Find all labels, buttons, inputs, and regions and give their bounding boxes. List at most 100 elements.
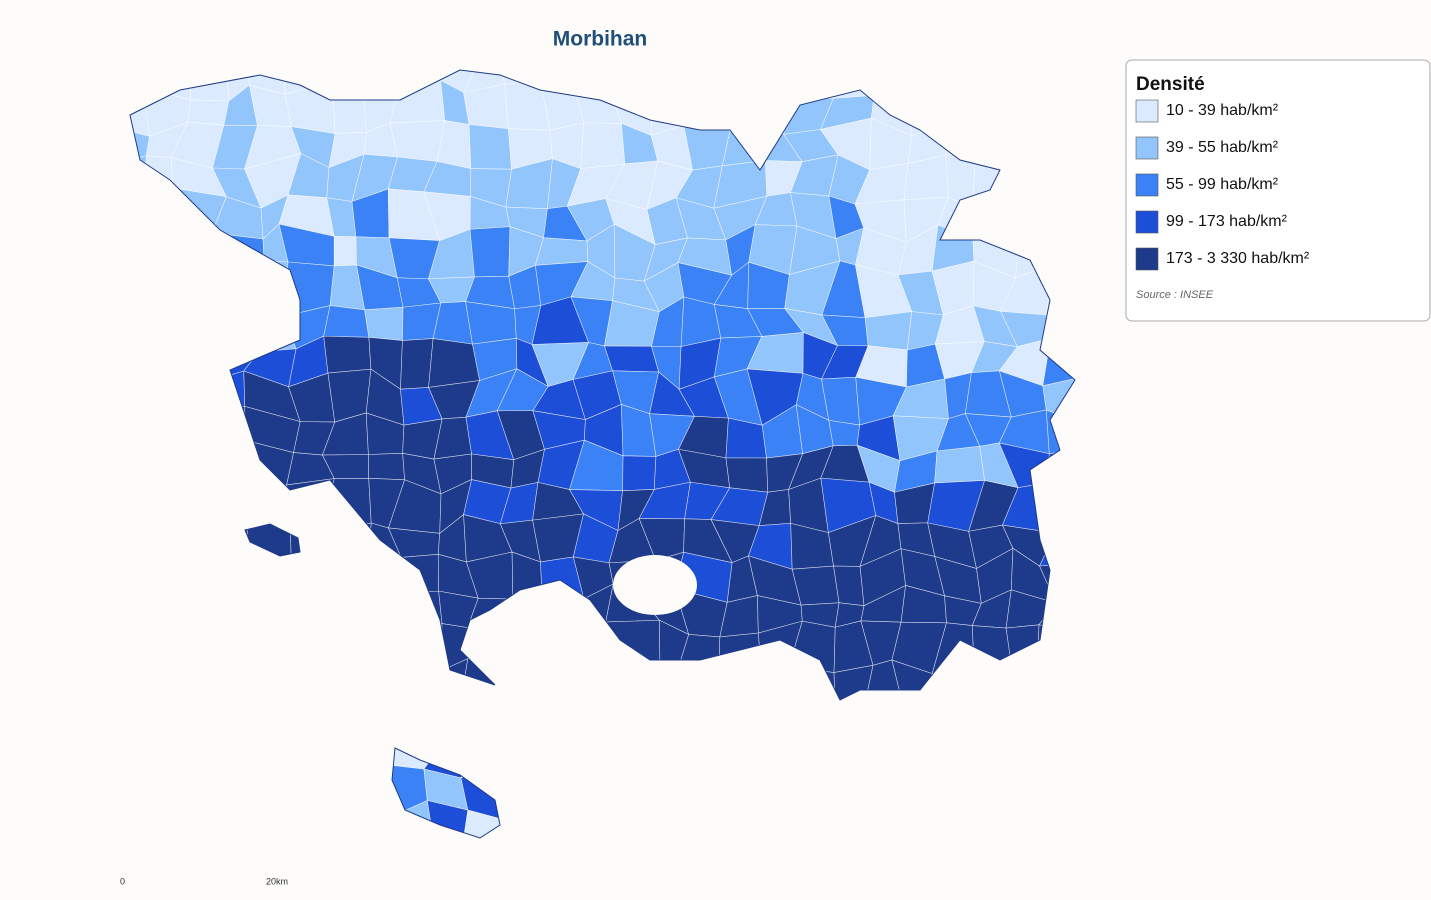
- commune: [972, 151, 1020, 209]
- legend-swatch: [1135, 136, 1159, 160]
- commune: [713, 90, 766, 133]
- legend-items: 10 - 39 hab/km² 39 - 55 hab/km² 55 - 99 ha…: [1135, 99, 1310, 271]
- commune: [130, 193, 145, 239]
- communes: [108, 70, 1125, 892]
- commune: [142, 187, 185, 234]
- commune: [1070, 804, 1075, 838]
- commune: [210, 370, 246, 412]
- commune: [725, 457, 769, 493]
- commune: [508, 702, 554, 744]
- commune: [1071, 262, 1075, 319]
- legend-swatch: [1135, 210, 1159, 234]
- commune: [286, 812, 334, 838]
- commune: [1018, 202, 1053, 238]
- commune: [1012, 70, 1048, 94]
- commune: [1035, 746, 1075, 772]
- commune: [1049, 231, 1075, 277]
- commune: [462, 692, 512, 744]
- commune: [258, 308, 297, 353]
- commune: [220, 494, 257, 517]
- commune: [245, 819, 296, 838]
- commune: [314, 550, 371, 602]
- commune: [174, 550, 222, 600]
- commune: [831, 767, 875, 817]
- commune: [220, 439, 257, 498]
- commune: [398, 553, 439, 593]
- commune: [785, 807, 839, 838]
- commune: [641, 840, 683, 880]
- commune: [891, 732, 939, 773]
- commune: [291, 550, 325, 599]
- commune: [187, 99, 230, 126]
- commune: [363, 70, 398, 98]
- commune: [869, 771, 893, 821]
- commune: [540, 676, 588, 711]
- commune: [1076, 518, 1125, 565]
- commune: [108, 847, 145, 892]
- commune: [891, 770, 939, 821]
- legend-label: 10 - 39 hab/km²: [1166, 102, 1279, 119]
- commune: [747, 777, 802, 809]
- commune: [679, 800, 716, 838]
- commune: [1037, 624, 1075, 665]
- commune: [676, 693, 712, 744]
- commune: [440, 692, 470, 747]
- commune: [608, 742, 660, 781]
- commune: [1071, 770, 1075, 821]
- commune: [640, 800, 697, 838]
- commune: [130, 591, 153, 640]
- commune: [1009, 737, 1047, 785]
- commune: [1073, 850, 1120, 891]
- commune: [176, 595, 225, 642]
- commune: [217, 550, 249, 597]
- commune: [173, 807, 224, 838]
- commune: [181, 739, 222, 776]
- commune: [1074, 341, 1075, 389]
- commune: [603, 667, 661, 712]
- commune: [173, 764, 224, 821]
- commune: [170, 459, 230, 497]
- commune: [211, 232, 265, 273]
- commune: [465, 301, 517, 345]
- commune: [468, 124, 512, 170]
- commune: [898, 70, 947, 92]
- commune: [138, 849, 191, 892]
- commune: [1045, 314, 1075, 343]
- commune: [463, 84, 509, 130]
- commune: [289, 522, 323, 565]
- commune: [314, 522, 372, 558]
- commune: [142, 70, 191, 101]
- commune: [791, 767, 839, 817]
- commune: [929, 849, 977, 890]
- commune: [540, 70, 583, 84]
- commune: [746, 804, 802, 838]
- commune: [833, 664, 874, 713]
- legend-label: 55 - 99 hab/km²: [1166, 176, 1279, 193]
- legend-swatch: [1135, 173, 1159, 197]
- commune: [540, 595, 585, 635]
- commune: [259, 260, 289, 317]
- commune: [214, 308, 261, 353]
- commune: [1050, 117, 1075, 169]
- commune: [682, 70, 716, 92]
- commune: [1001, 809, 1049, 838]
- commune: [531, 771, 583, 810]
- commune: [130, 377, 155, 423]
- commune: [145, 454, 186, 497]
- commune: [145, 414, 174, 461]
- commune: [130, 662, 138, 702]
- commune: [288, 702, 337, 751]
- commune: [540, 623, 588, 679]
- commune: [607, 768, 648, 817]
- commune: [1042, 337, 1075, 387]
- commune: [218, 774, 262, 821]
- commune: [1052, 160, 1075, 206]
- legend: Densité 10 - 39 hab/km² 39 - 55 hab/km² 55…: [1125, 59, 1431, 322]
- map-title: Morbihan: [553, 28, 648, 51]
- commune: [501, 633, 552, 678]
- commune: [371, 836, 407, 838]
- commune: [368, 557, 402, 602]
- commune: [366, 622, 399, 661]
- commune: [219, 732, 262, 786]
